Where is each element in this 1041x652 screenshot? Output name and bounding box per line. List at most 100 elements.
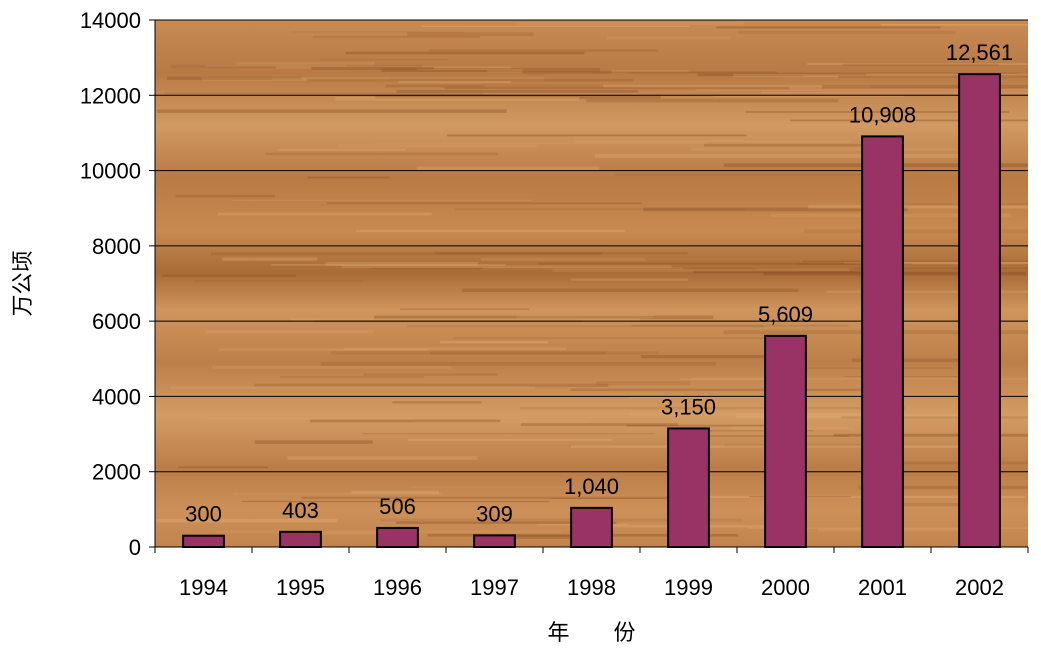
wood-grain-streak xyxy=(630,412,888,415)
wood-grain-streak xyxy=(838,75,1028,78)
wood-grain-streak xyxy=(396,89,639,93)
x-tick-label: 2002 xyxy=(955,575,1004,600)
data-label: 1,040 xyxy=(564,474,619,499)
wood-grain-streak xyxy=(486,69,689,73)
wood-grain-streak xyxy=(826,290,1028,293)
wood-grain-streak xyxy=(205,329,373,334)
wood-grain-streak xyxy=(290,31,465,33)
wood-grain-streak xyxy=(631,324,849,327)
wood-grain-streak xyxy=(497,535,585,539)
x-tick-label: 2000 xyxy=(761,575,810,600)
wood-grain-streak xyxy=(415,421,590,423)
wood-grain-streak xyxy=(265,152,498,156)
wood-grain-streak xyxy=(345,51,585,55)
wood-grain-streak xyxy=(594,153,993,158)
wood-grain-streak xyxy=(400,308,530,311)
bar xyxy=(279,530,322,549)
wood-grain-streak xyxy=(232,492,443,495)
wood-grain-streak xyxy=(408,438,613,441)
wood-grain-streak xyxy=(286,531,407,536)
wood-grain-streak xyxy=(712,95,905,97)
wood-grain-streak xyxy=(178,466,268,469)
wood-grain-streak xyxy=(301,496,681,499)
wood-grain-streak xyxy=(290,318,640,322)
wood-grain-streak xyxy=(549,497,709,500)
wood-grain-streak xyxy=(552,268,849,272)
wood-grain-streak xyxy=(614,173,869,176)
wood-grain-streak xyxy=(841,416,1028,419)
wood-grain-streak xyxy=(205,65,346,67)
x-tick-label: 2001 xyxy=(858,575,907,600)
wood-grain-streak xyxy=(733,73,1028,78)
bar xyxy=(764,334,807,548)
wood-grain-streak xyxy=(735,414,977,419)
wood-grain-streak xyxy=(571,278,689,281)
wood-grain-streak xyxy=(434,251,688,255)
wood-grain-streak xyxy=(232,199,533,202)
wood-grain-streak xyxy=(430,351,606,355)
data-label: 300 xyxy=(185,502,222,527)
wood-grain-streak xyxy=(161,274,297,277)
y-tick-label: 2000 xyxy=(92,460,141,485)
x-axis-title: 年 份 xyxy=(547,621,635,646)
x-tick-label: 1999 xyxy=(664,575,713,600)
wood-grain-streak xyxy=(844,376,984,378)
wood-grain-streak xyxy=(693,270,861,274)
bars xyxy=(182,73,1001,549)
wood-grain-streak xyxy=(164,91,484,95)
wood-grain-streak xyxy=(175,194,275,198)
wood-grain-streak xyxy=(337,144,537,148)
wood-grain-streak xyxy=(808,205,1028,209)
wood-grain-streak xyxy=(695,88,1028,92)
x-axis: 1994 1995 1996 1997 1998 1999 2000 2001 2002 xyxy=(154,546,1029,600)
wood-grain-streak xyxy=(760,91,1028,94)
wood-grain-streak xyxy=(219,348,429,351)
wood-grain-streak xyxy=(170,64,423,69)
wood-grain-streak xyxy=(416,166,600,171)
wood-grain-streak xyxy=(407,325,764,328)
wood-grain-streak xyxy=(236,61,375,66)
wood-grain-streak xyxy=(385,84,604,88)
wood-grain-streak xyxy=(461,288,799,293)
data-label: 3,150 xyxy=(661,394,716,419)
wood-grain-streak xyxy=(254,440,373,444)
wood-grain-streak xyxy=(691,377,1028,381)
wood-grain-streak xyxy=(574,140,851,143)
wood-grain-streak xyxy=(362,432,655,435)
wood-grain-streak xyxy=(858,485,1028,490)
wood-grain-streak xyxy=(325,262,478,266)
wood-grain-streak xyxy=(570,388,875,392)
wood-grain-streak xyxy=(520,423,678,427)
y-tick-label: 12000 xyxy=(80,83,141,108)
y-axis-title: 万公顷 xyxy=(11,250,36,316)
wood-grain-streak xyxy=(210,252,603,256)
wood-grain-streak xyxy=(679,378,765,380)
wood-grain-streak xyxy=(320,361,716,366)
wood-grain-streak xyxy=(862,461,1028,465)
wood-grain-streak xyxy=(447,134,747,137)
wood-grain-streak xyxy=(538,262,904,265)
wood-grain-streak xyxy=(309,419,501,423)
wood-grain-streak xyxy=(312,35,480,39)
wood-grain-streak xyxy=(280,376,425,378)
wood-grain-streak xyxy=(843,262,1028,264)
wood-grain-streak xyxy=(326,202,642,205)
wood-grain-streak xyxy=(371,267,756,270)
wood-grain-streak xyxy=(170,386,535,390)
bar xyxy=(861,135,904,548)
wood-grain-streak xyxy=(592,71,778,73)
wood-grain-streak xyxy=(363,373,498,376)
wood-grain-streak xyxy=(596,381,691,386)
wood-grain-streak xyxy=(341,265,672,268)
bar xyxy=(667,427,710,548)
x-tick-label: 1996 xyxy=(373,575,422,600)
wood-grain-streak xyxy=(193,280,364,282)
wood-grain-streak xyxy=(643,207,908,212)
wood-grain-streak xyxy=(319,59,449,61)
wood-grain-streak xyxy=(606,36,731,40)
wood-grain-streak xyxy=(691,147,974,152)
wood-grain-streak xyxy=(716,26,941,29)
wood-grain-streak xyxy=(380,518,743,522)
wood-grain-streak xyxy=(343,347,567,350)
wood-grain-streak xyxy=(482,267,684,270)
